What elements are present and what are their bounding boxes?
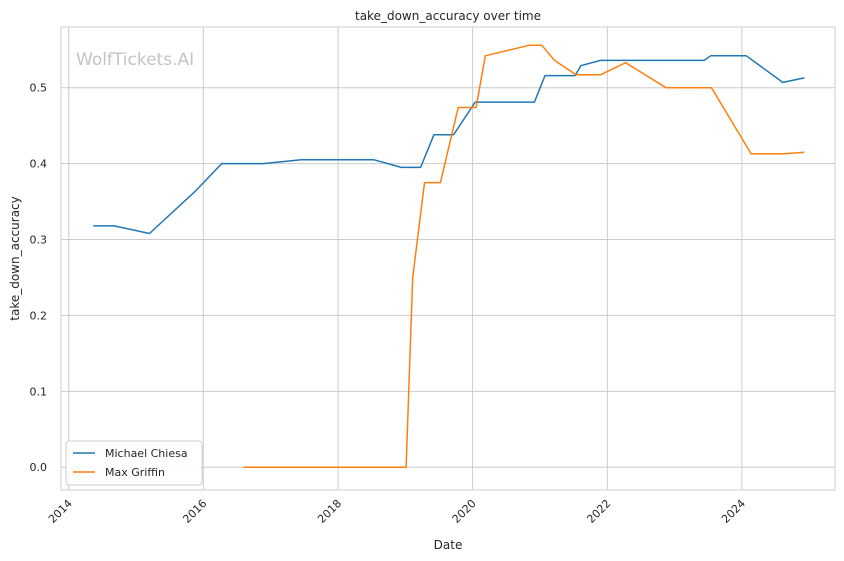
series-lines bbox=[93, 44, 805, 468]
x-tick-label: 2024 bbox=[719, 497, 748, 526]
watermark: WolfTickets.AI bbox=[76, 50, 194, 70]
y-axis-title: take_down_accuracy bbox=[8, 196, 22, 320]
x-tick-label: 2018 bbox=[315, 497, 344, 526]
series-line-max-griffin bbox=[243, 44, 805, 468]
plot-frame bbox=[60, 26, 836, 491]
x-axis-title: Date bbox=[434, 538, 463, 552]
y-tick-label: 0.3 bbox=[30, 234, 48, 247]
y-tick-labels: 0.0 0.1 0.2 0.3 0.4 0.5 bbox=[30, 82, 48, 475]
x-tick-label: 2022 bbox=[584, 497, 613, 526]
legend-label-max-griffin: Max Griffin bbox=[105, 466, 165, 479]
x-tick-label: 2020 bbox=[450, 497, 479, 526]
legend-box bbox=[65, 440, 203, 486]
y-tick-label: 0.0 bbox=[30, 461, 48, 474]
x-tick-label: 2016 bbox=[180, 497, 209, 526]
y-tick-label: 0.4 bbox=[30, 158, 48, 171]
y-tick-label: 0.2 bbox=[30, 309, 48, 322]
legend: Michael Chiesa Max Griffin bbox=[65, 440, 203, 486]
chart-title: take_down_accuracy over time bbox=[355, 9, 541, 23]
y-gridlines bbox=[61, 87, 835, 468]
x-gridlines bbox=[68, 27, 743, 490]
x-tick-labels: 2014 2016 2018 2020 2022 2024 bbox=[46, 497, 748, 526]
legend-label-michael-chiesa: Michael Chiesa bbox=[105, 447, 188, 460]
series-line-michael-chiesa bbox=[93, 55, 805, 235]
y-tick-label: 0.5 bbox=[30, 82, 48, 95]
y-tick-label: 0.1 bbox=[30, 385, 48, 398]
x-tick-label: 2014 bbox=[46, 497, 75, 526]
